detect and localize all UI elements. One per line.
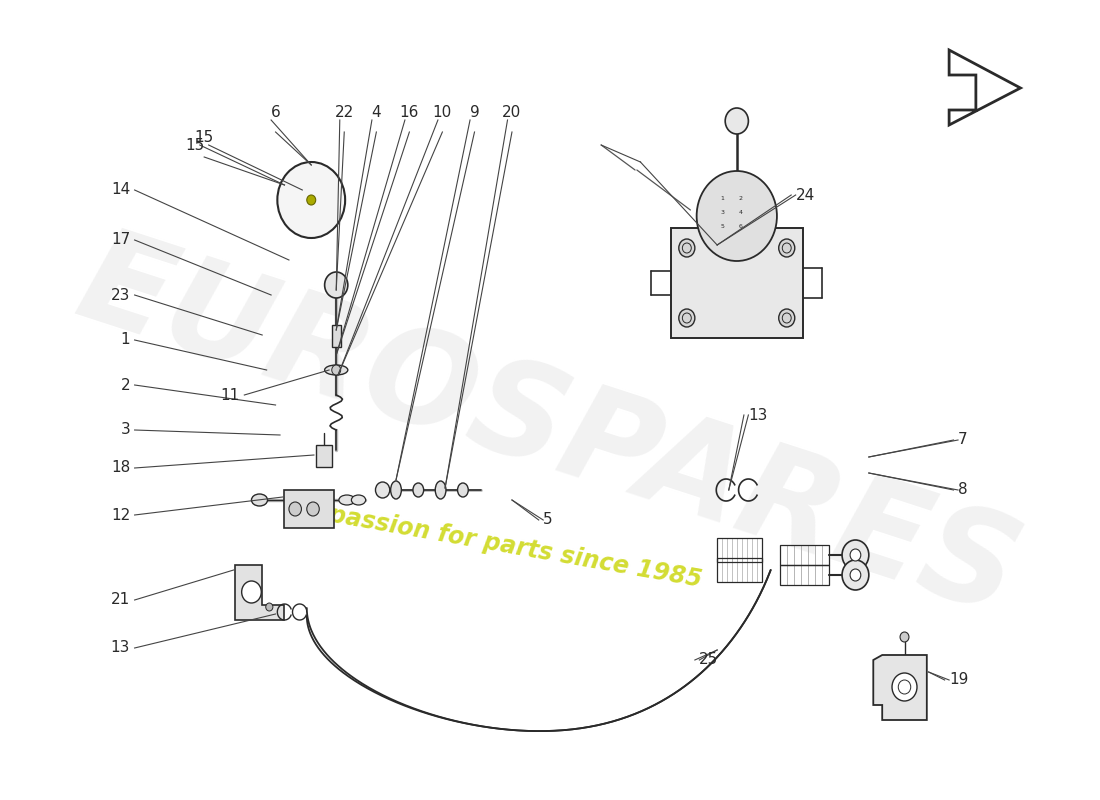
Circle shape (324, 272, 348, 298)
Circle shape (242, 581, 262, 603)
Text: 17: 17 (111, 233, 130, 247)
Text: 20: 20 (503, 105, 521, 120)
Circle shape (725, 108, 748, 134)
Circle shape (307, 502, 319, 516)
Circle shape (850, 569, 861, 581)
Bar (780, 545, 828, 565)
Text: 4: 4 (738, 210, 742, 214)
Circle shape (679, 239, 695, 257)
Circle shape (843, 560, 869, 590)
Circle shape (679, 309, 695, 327)
Bar (285, 490, 333, 528)
Text: EUROSPARES: EUROSPARES (62, 218, 1033, 642)
Text: 4: 4 (372, 105, 382, 120)
Circle shape (779, 239, 795, 257)
Text: 1: 1 (720, 195, 725, 201)
Text: 21: 21 (111, 593, 130, 607)
Bar (780, 565, 828, 585)
Circle shape (289, 502, 301, 516)
Text: 24: 24 (795, 187, 815, 202)
Text: 6: 6 (738, 223, 742, 229)
Ellipse shape (339, 495, 355, 505)
Circle shape (277, 162, 345, 238)
Bar (332, 325, 341, 347)
Text: 6: 6 (271, 105, 281, 120)
Text: 14: 14 (111, 182, 130, 198)
Bar (671, 228, 803, 338)
Text: 10: 10 (432, 105, 452, 120)
Text: 2: 2 (121, 378, 130, 393)
Polygon shape (235, 565, 285, 620)
Text: 12: 12 (111, 507, 130, 522)
Text: 15: 15 (195, 130, 213, 145)
Text: 3: 3 (720, 210, 725, 214)
Circle shape (307, 195, 316, 205)
Circle shape (696, 171, 777, 261)
Text: 5: 5 (543, 513, 553, 527)
Circle shape (266, 603, 273, 611)
Ellipse shape (324, 365, 348, 375)
Bar (717, 538, 762, 562)
Ellipse shape (458, 483, 469, 497)
Circle shape (375, 482, 389, 498)
Polygon shape (873, 655, 927, 720)
Bar (717, 558, 762, 582)
Text: 15: 15 (185, 138, 205, 153)
Text: 19: 19 (949, 673, 968, 687)
Text: 22: 22 (334, 105, 354, 120)
Ellipse shape (252, 494, 267, 506)
Text: 16: 16 (399, 105, 419, 120)
Ellipse shape (351, 495, 365, 505)
Text: 3: 3 (120, 422, 130, 438)
Circle shape (843, 540, 869, 570)
Ellipse shape (412, 483, 424, 497)
Text: 8: 8 (958, 482, 968, 498)
Text: 11: 11 (221, 387, 240, 402)
Text: 1: 1 (121, 333, 130, 347)
Text: 5: 5 (720, 223, 725, 229)
Text: a passion for parts since 1985: a passion for parts since 1985 (302, 498, 704, 592)
Circle shape (892, 673, 917, 701)
Text: 25: 25 (700, 653, 718, 667)
Text: 9: 9 (470, 105, 480, 120)
Text: 23: 23 (111, 287, 130, 302)
Text: 13: 13 (111, 641, 130, 655)
Bar (316, 445, 332, 467)
Circle shape (900, 632, 909, 642)
Circle shape (332, 365, 341, 375)
Text: 13: 13 (748, 407, 768, 422)
Circle shape (779, 309, 795, 327)
Text: 2: 2 (738, 195, 742, 201)
Text: 7: 7 (958, 433, 968, 447)
Ellipse shape (436, 481, 446, 499)
Circle shape (850, 549, 861, 561)
Text: 18: 18 (111, 461, 130, 475)
Ellipse shape (390, 481, 402, 499)
